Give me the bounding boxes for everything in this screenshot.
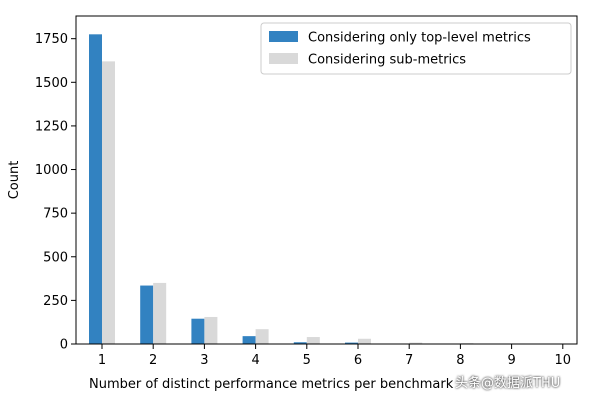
- legend-label: Considering sub-metrics: [308, 53, 466, 68]
- bar-top-level-1: [89, 34, 102, 344]
- bar-sub-metrics-3: [204, 317, 217, 344]
- x-tick-label: 9: [507, 353, 515, 368]
- y-tick-label: 500: [43, 250, 68, 265]
- x-tick-label: 3: [200, 353, 208, 368]
- y-tick-label: 1750: [35, 32, 68, 47]
- bar-sub-metrics-5: [307, 337, 320, 344]
- bar-sub-metrics-2: [153, 283, 166, 344]
- x-tick-label: 5: [303, 353, 311, 368]
- bar-top-level-3: [191, 319, 204, 344]
- bar-top-level-4: [243, 336, 256, 344]
- x-tick-label: 6: [354, 353, 362, 368]
- legend-label: Considering only top-level metrics: [308, 31, 531, 46]
- y-tick-label: 1000: [35, 163, 68, 178]
- legend-swatch: [269, 53, 298, 64]
- y-tick-label: 0: [60, 338, 68, 353]
- y-tick-label: 750: [43, 207, 68, 222]
- watermark-text: 头条@数据派THU: [455, 372, 560, 391]
- x-tick-label: 10: [555, 353, 572, 368]
- y-axis-label: Count: [7, 161, 22, 200]
- y-tick-label: 250: [43, 294, 68, 309]
- x-tick-label: 7: [405, 353, 413, 368]
- x-tick-label: 1: [98, 353, 106, 368]
- y-tick-label: 1500: [35, 76, 68, 91]
- bar-sub-metrics-4: [256, 329, 269, 344]
- y-tick-label: 1250: [35, 119, 68, 134]
- x-axis-label: Number of distinct performance metrics p…: [89, 377, 454, 392]
- bar-sub-metrics-1: [102, 61, 115, 344]
- bar-top-level-2: [140, 286, 153, 344]
- x-tick-label: 2: [149, 353, 157, 368]
- y-axis: 0 250 500 750 1000 1250 1500 1750: [35, 32, 76, 352]
- x-tick-label: 8: [456, 353, 464, 368]
- x-axis: 1 2 3 4 5 6 7 8 9 10: [98, 344, 571, 368]
- legend-swatch: [269, 31, 298, 42]
- legend: Considering only top-level metrics Consid…: [261, 23, 571, 74]
- bars-group: [89, 34, 576, 344]
- x-tick-label: 4: [251, 353, 259, 368]
- bar-sub-metrics-6: [358, 339, 371, 344]
